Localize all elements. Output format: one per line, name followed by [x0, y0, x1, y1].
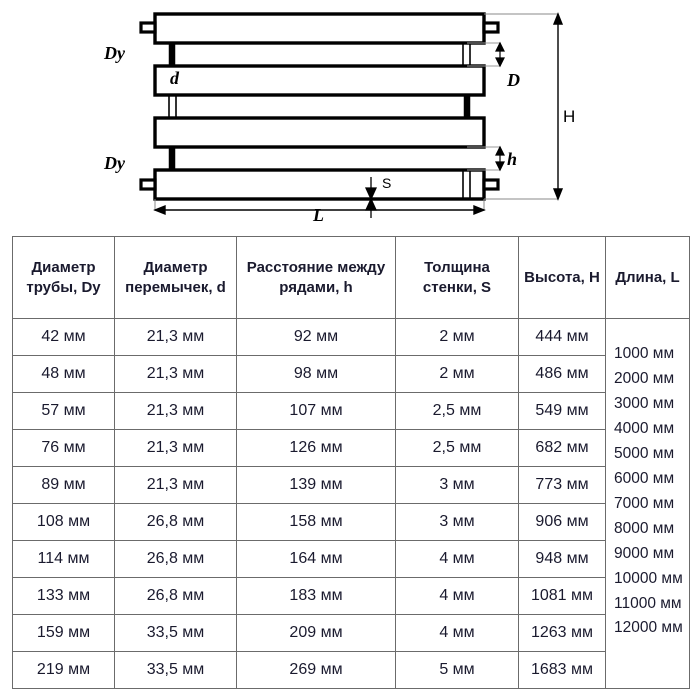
svg-text:H: H [563, 107, 575, 126]
svg-text:Dy: Dy [103, 153, 126, 173]
svg-text:h: h [507, 149, 517, 169]
svg-text:S: S [382, 175, 391, 191]
svg-text:D: D [506, 70, 520, 90]
svg-text:Dy: Dy [103, 43, 126, 63]
svg-text:L: L [312, 205, 324, 225]
svg-text:d: d [170, 68, 180, 88]
